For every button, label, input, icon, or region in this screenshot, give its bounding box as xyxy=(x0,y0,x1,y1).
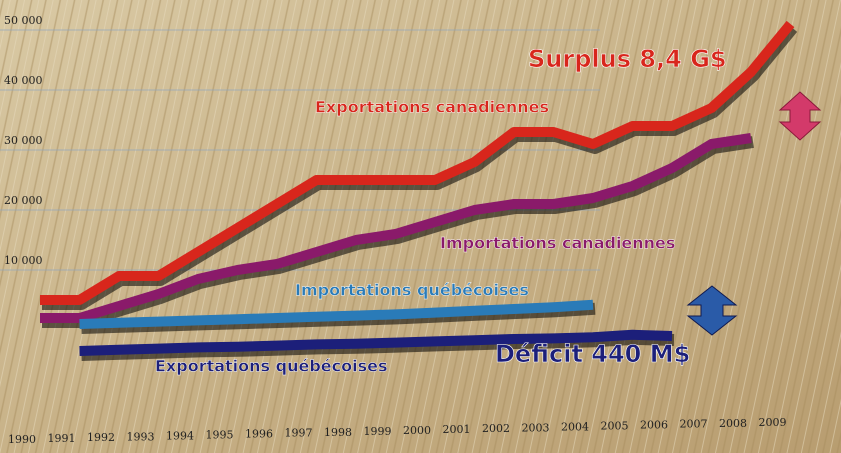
series-label: Exportations québécoises xyxy=(155,357,388,376)
x-tick-label: 2009 xyxy=(759,416,787,429)
x-tick-label: 1996 xyxy=(245,428,273,441)
x-tick-label: 2005 xyxy=(601,420,629,433)
series-label: Importations québécoises xyxy=(295,281,529,300)
x-tick-label: 1992 xyxy=(87,431,115,444)
y-tick-label: 20 000 xyxy=(4,194,43,207)
series-label: Exportations canadiennes xyxy=(315,98,549,117)
series-line xyxy=(79,299,594,329)
x-tick-label: 1998 xyxy=(324,426,352,439)
series-line xyxy=(40,20,795,305)
series-label: Importations canadiennes xyxy=(440,234,675,253)
x-tick-label: 1994 xyxy=(166,429,194,442)
x-tick-label: 2001 xyxy=(443,423,471,436)
x-tick-label: 2004 xyxy=(561,420,589,433)
arrow-surplus xyxy=(778,91,822,141)
x-tick-label: 2008 xyxy=(719,417,747,430)
arrow-deficit xyxy=(686,285,738,336)
y-tick-label: 10 000 xyxy=(4,254,43,267)
x-tick-label: 2007 xyxy=(680,418,708,431)
y-tick-label: 50 000 xyxy=(4,14,43,27)
series-line xyxy=(79,329,673,356)
x-tick-label: 1990 xyxy=(8,433,36,446)
x-tick-label: 1993 xyxy=(127,430,155,443)
x-tick-label: 1991 xyxy=(48,432,76,445)
y-tick-label: 40 000 xyxy=(4,74,43,87)
series-line xyxy=(40,133,752,323)
x-tick-label: 1999 xyxy=(364,425,392,438)
x-tick-label: 1997 xyxy=(285,427,313,440)
y-tick-label: 30 000 xyxy=(4,134,43,147)
x-tick-label: 1995 xyxy=(206,429,234,442)
x-tick-label: 2002 xyxy=(482,422,510,435)
x-tick-label: 2003 xyxy=(522,421,550,434)
x-tick-label: 2006 xyxy=(640,419,668,432)
annotation: Surplus 8,4 G$ xyxy=(528,45,727,73)
x-tick-label: 2000 xyxy=(403,424,431,437)
annotation: Déficit 440 M$ xyxy=(495,340,690,368)
